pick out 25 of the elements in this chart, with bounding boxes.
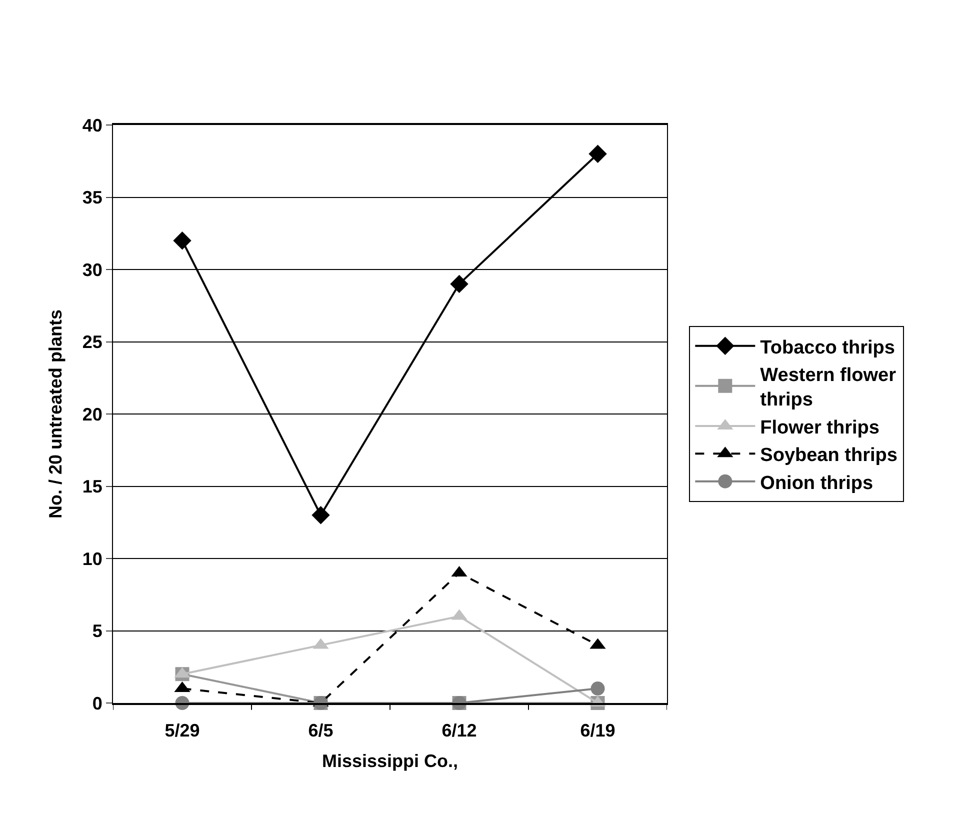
y-tick-label: 5 [92,621,102,642]
y-tick-label: 35 [82,188,102,208]
y-axis-title: No. / 20 untreated plants [46,309,66,519]
y-tick-label: 25 [82,332,102,352]
x-tick-label: 6/12 [442,720,477,741]
legend-label: Flower thrips [760,417,880,438]
y-tick-label: 20 [82,404,102,424]
y-tick-label: 0 [92,693,102,714]
legend-label: Onion thrips [760,472,874,494]
x-tick-label: 6/5 [308,720,334,741]
y-tick-label: 40 [82,115,102,136]
point [173,232,192,250]
x-axis-title: Mississippi Co., [322,751,458,772]
y-tick-label: 30 [82,260,102,280]
legend-label: Soybean thrips [760,445,898,466]
legend-label: Tobacco thrips [760,337,895,358]
x-tick-label: 5/29 [164,720,200,741]
point [588,144,607,163]
y-tick-label: 10 [82,548,102,569]
x-tick-label: 6/19 [580,720,616,741]
y-tick-label: 15 [82,476,102,497]
point [450,274,468,294]
point [590,682,605,696]
legend-label: Western flower thrips [760,364,897,411]
point [312,506,330,524]
